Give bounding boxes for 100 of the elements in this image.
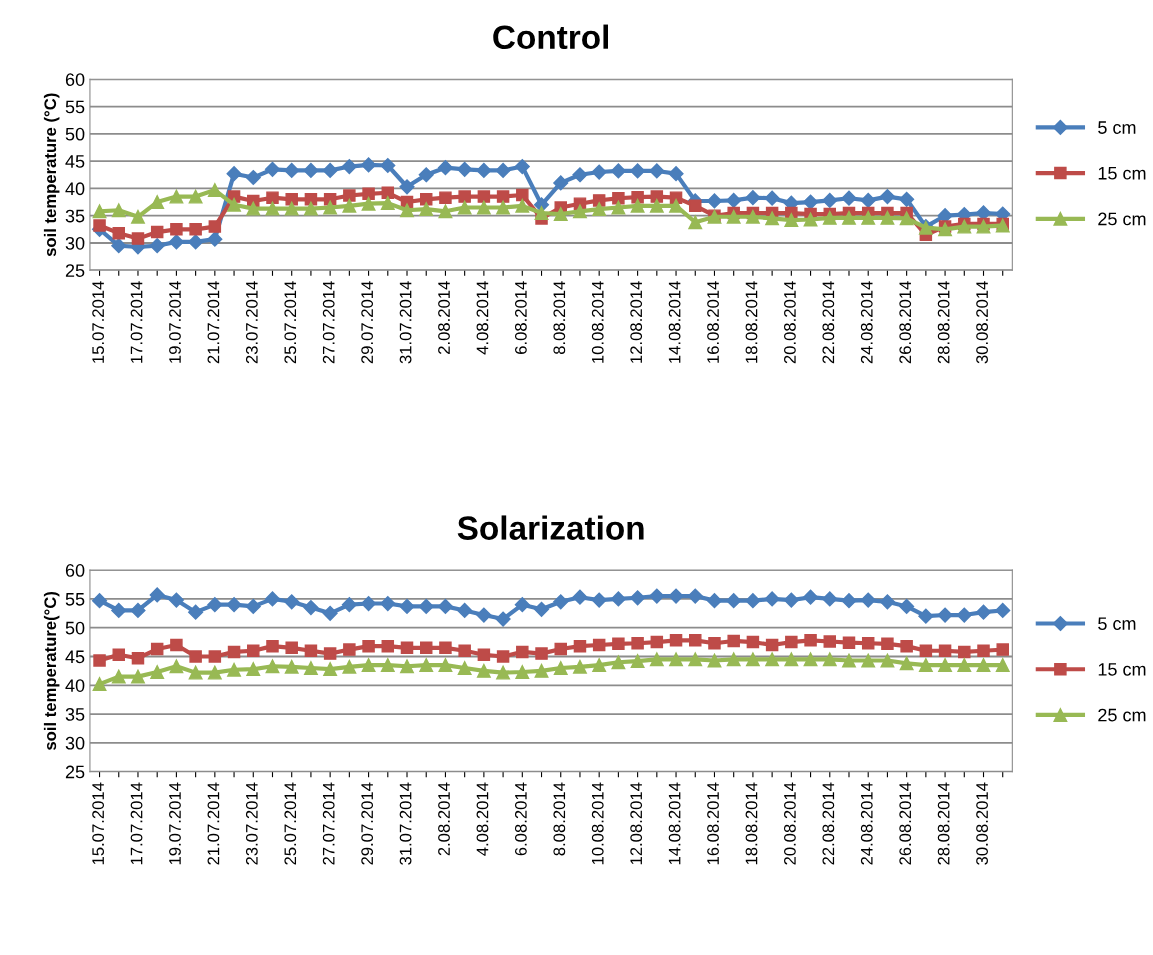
point bbox=[418, 598, 434, 614]
point bbox=[880, 210, 895, 225]
point bbox=[975, 604, 992, 620]
point bbox=[361, 595, 377, 612]
point bbox=[669, 198, 683, 213]
point bbox=[745, 593, 761, 609]
point bbox=[150, 225, 164, 239]
point bbox=[149, 587, 165, 603]
point bbox=[726, 192, 742, 208]
x-tick-label: 19.07.2014 bbox=[169, 281, 181, 363]
x-tick-label: 15.07.2014 bbox=[92, 782, 105, 865]
point bbox=[381, 186, 395, 200]
point bbox=[400, 641, 414, 655]
point bbox=[553, 207, 568, 222]
y-tick-label: 30 bbox=[65, 236, 85, 250]
x-tick-label: 6.08.2014 bbox=[514, 281, 527, 354]
point bbox=[516, 645, 529, 659]
point bbox=[131, 669, 145, 684]
x-tick-label: 2.08.2014 bbox=[438, 782, 450, 856]
point bbox=[649, 588, 665, 604]
point bbox=[112, 648, 126, 662]
point bbox=[649, 652, 664, 667]
point bbox=[726, 209, 741, 224]
point bbox=[439, 641, 452, 655]
point bbox=[457, 602, 473, 619]
x-tick-label: 19.07.2014 bbox=[169, 782, 181, 865]
point bbox=[495, 611, 511, 627]
x-tick-label: 24.08.2014 bbox=[860, 281, 873, 364]
point bbox=[496, 650, 510, 663]
point bbox=[860, 192, 876, 208]
point bbox=[437, 598, 454, 614]
y-tick-label: 40 bbox=[65, 679, 85, 692]
point bbox=[419, 193, 433, 206]
point bbox=[227, 197, 242, 212]
point bbox=[477, 648, 491, 662]
point bbox=[995, 602, 1011, 619]
point bbox=[322, 162, 338, 178]
point bbox=[399, 598, 415, 614]
x-tick-label: 20.08.2014 bbox=[784, 782, 796, 865]
point bbox=[957, 658, 972, 673]
point bbox=[591, 164, 607, 180]
x-tick-label: 10.08.2014 bbox=[591, 782, 604, 865]
point bbox=[362, 639, 375, 653]
point bbox=[554, 642, 567, 656]
point bbox=[534, 663, 549, 678]
point bbox=[610, 163, 626, 179]
chart-title: Solarization bbox=[457, 515, 644, 540]
x-tick-label: 26.08.2014 bbox=[899, 782, 912, 865]
y-tick-label: 55 bbox=[65, 100, 85, 114]
point bbox=[457, 661, 472, 675]
point bbox=[131, 209, 145, 224]
point bbox=[476, 162, 492, 178]
point bbox=[802, 589, 819, 605]
point bbox=[823, 635, 837, 648]
point bbox=[592, 638, 606, 652]
point bbox=[533, 601, 550, 617]
point bbox=[706, 593, 723, 609]
point bbox=[841, 593, 857, 609]
y-tick-label: 60 bbox=[65, 564, 85, 577]
point bbox=[976, 658, 991, 673]
x-tick-label: 21.07.2014 bbox=[207, 281, 220, 364]
point bbox=[668, 166, 684, 182]
point bbox=[879, 189, 895, 205]
point bbox=[785, 635, 798, 649]
y-tick-label: 50 bbox=[65, 621, 85, 635]
point bbox=[918, 658, 933, 673]
point bbox=[438, 204, 453, 219]
point bbox=[149, 238, 165, 254]
point bbox=[111, 669, 126, 684]
point bbox=[745, 190, 761, 206]
x-tick-label: 18.08.2014 bbox=[745, 281, 758, 363]
point bbox=[131, 651, 145, 665]
point bbox=[553, 661, 568, 675]
point bbox=[304, 193, 318, 206]
point bbox=[130, 602, 146, 619]
point bbox=[899, 656, 914, 671]
point bbox=[208, 220, 222, 233]
point bbox=[592, 202, 607, 217]
point bbox=[419, 641, 433, 655]
point bbox=[265, 659, 280, 674]
point bbox=[822, 591, 838, 607]
point bbox=[515, 198, 530, 213]
point bbox=[689, 199, 702, 213]
x-tick-label: 8.08.2014 bbox=[553, 782, 566, 856]
point bbox=[361, 196, 376, 211]
point bbox=[131, 232, 145, 245]
point bbox=[189, 650, 202, 663]
point bbox=[111, 203, 126, 218]
point bbox=[168, 592, 184, 608]
point bbox=[592, 194, 606, 207]
point bbox=[996, 643, 1009, 656]
point bbox=[476, 200, 491, 215]
point bbox=[418, 167, 434, 183]
point bbox=[111, 602, 127, 619]
point bbox=[207, 183, 222, 197]
point bbox=[476, 663, 491, 678]
point bbox=[534, 206, 549, 220]
x-tick-label: 30.08.2014 bbox=[976, 782, 988, 865]
point bbox=[380, 157, 396, 174]
point bbox=[92, 677, 107, 692]
